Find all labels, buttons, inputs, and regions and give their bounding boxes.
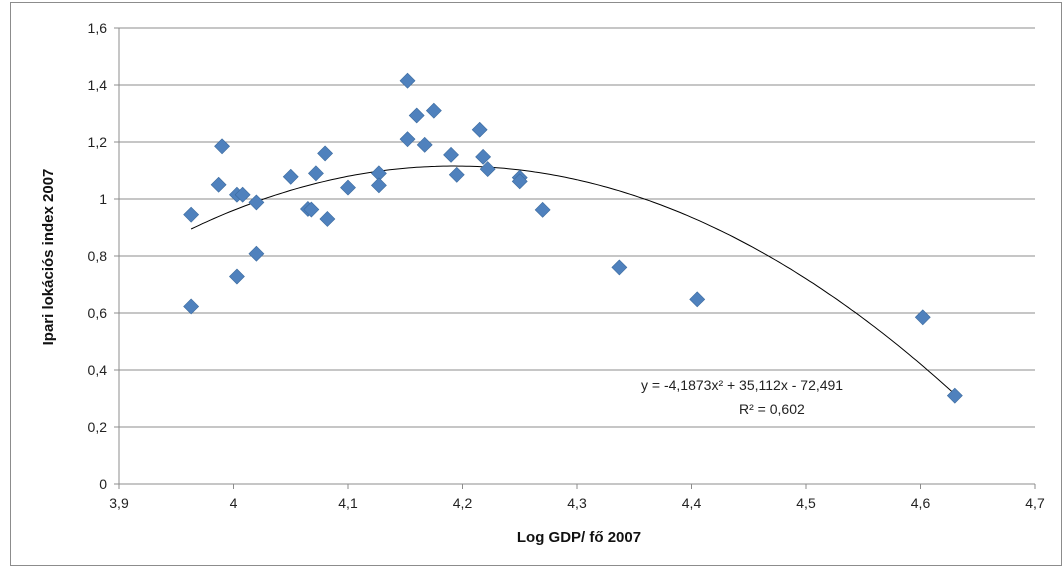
data-point <box>511 173 528 190</box>
x-tick-label: 4,7 <box>1025 495 1045 511</box>
chart-frame: 0 0,2 0,4 0,6 0,8 1 1,2 1,4 1,6 3,9 4 4,1 4,2 4,3 4,4 4… <box>10 2 1062 566</box>
data-point <box>448 166 465 183</box>
data-point <box>399 72 416 89</box>
data-point <box>248 245 265 262</box>
trendline-curve <box>190 165 956 395</box>
x-tick-label: 3,9 <box>109 495 129 511</box>
x-tick-label: 4,3 <box>567 495 587 511</box>
data-point <box>317 145 334 162</box>
data-point <box>183 298 200 315</box>
data-point <box>229 268 245 285</box>
y-tick-label: 1,4 <box>88 77 108 93</box>
y-tick-label: 1 <box>99 191 107 207</box>
tick-labels: 0 0,2 0,4 0,6 0,8 1 1,2 1,4 1,6 3,9 4 4,1 4,2 4,3 4,4 4… <box>88 20 1045 511</box>
scatter-chart: 0 0,2 0,4 0,6 0,8 1 1,2 1,4 1,6 3,9 4 4,1 4,2 4,3 4,4 4… <box>40 20 1045 546</box>
data-point <box>234 186 251 203</box>
data-points <box>183 72 963 404</box>
y-tick-label: 0,2 <box>88 419 108 435</box>
data-point <box>303 201 320 218</box>
y-tick-label: 0,4 <box>88 362 108 378</box>
x-tick-label: 4,4 <box>682 495 702 511</box>
data-point <box>425 102 442 119</box>
data-point <box>248 194 265 211</box>
data-point <box>183 206 200 223</box>
data-point <box>471 121 488 138</box>
x-tick-label: 4,6 <box>911 495 931 511</box>
data-point <box>443 146 459 163</box>
y-axis-title: Ipari lokációs index 2007 <box>40 169 57 346</box>
y-tick-label: 1,2 <box>88 134 108 150</box>
x-tick-label: 4 <box>230 495 238 511</box>
data-point <box>479 161 496 177</box>
data-point <box>340 179 356 196</box>
x-tick-label: 4,2 <box>453 495 473 511</box>
gridlines <box>119 27 1035 428</box>
y-tick-label: 1,6 <box>88 20 108 36</box>
data-point <box>214 138 230 155</box>
y-tick-label: 0,8 <box>88 248 108 264</box>
data-point <box>282 168 299 185</box>
trendline <box>190 165 956 395</box>
data-point <box>914 309 931 326</box>
axes <box>114 27 1036 489</box>
x-tick-label: 4,5 <box>796 495 816 511</box>
data-point <box>308 165 324 182</box>
data-point <box>408 107 425 124</box>
y-tick-label: 0 <box>99 476 107 492</box>
x-tick-label: 4,1 <box>338 495 358 511</box>
trendline-equation: y = -4,1873x² + 35,112x - 72,491 <box>641 377 843 393</box>
data-point <box>475 148 492 165</box>
data-point <box>370 177 387 194</box>
data-point <box>611 259 628 276</box>
trendline-r2: R² = 0,602 <box>739 401 805 417</box>
data-point <box>210 176 227 193</box>
data-point <box>946 387 963 404</box>
data-point <box>689 291 706 308</box>
x-axis-title: Log GDP/ fő 2007 <box>517 529 641 546</box>
data-point <box>399 131 416 148</box>
data-point <box>319 211 336 227</box>
data-point <box>534 201 551 218</box>
y-tick-label: 0,6 <box>88 305 108 321</box>
data-point <box>416 136 433 153</box>
